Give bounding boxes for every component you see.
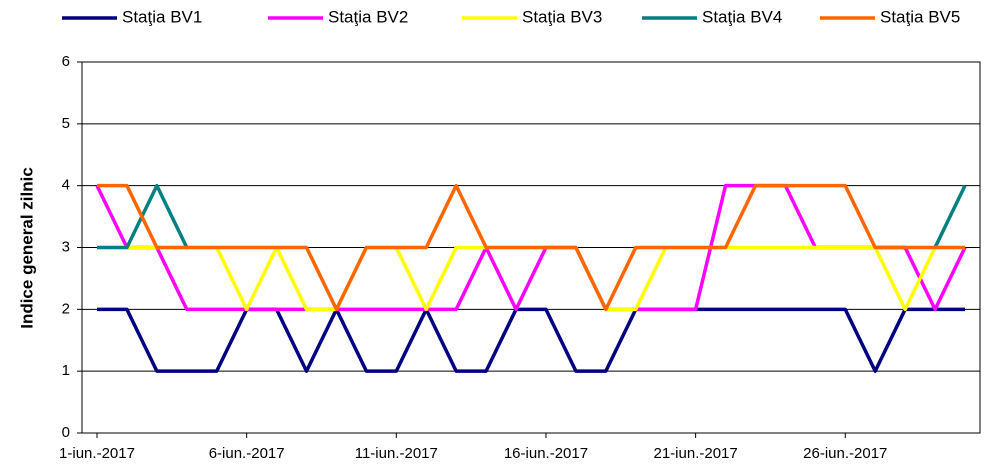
legend-label: Staţia BV4: [702, 7, 782, 26]
y-axis-label: Indice general zilnic: [17, 167, 36, 329]
plot-border: [81, 61, 981, 434]
legend-label: Staţia BV1: [122, 7, 202, 26]
x-tick-label: 21-iun.-2017: [654, 445, 738, 462]
legend-label: Staţia BV3: [522, 7, 602, 26]
y-tick-label: 1: [62, 362, 70, 379]
x-tick-label: 11-iun.-2017: [355, 445, 438, 462]
x-tick-label: 16-iun.-2017: [504, 445, 588, 462]
series-line: [97, 183, 965, 312]
series-line: [97, 307, 965, 373]
y-tick-label: 2: [62, 300, 70, 317]
y-tick-label: 4: [62, 177, 70, 194]
x-tick-label: 6-iun.-2017: [209, 445, 285, 462]
series-line: [933, 184, 967, 249]
x-tick-label: 26-iun.-2017: [803, 445, 887, 462]
y-tick-label: 6: [62, 53, 70, 70]
y-tick-label: 5: [62, 115, 70, 132]
y-tick-label: 3: [62, 238, 70, 255]
legend-label: Staţia BV2: [328, 7, 408, 26]
x-tick-label: 1-iun.-2017: [59, 445, 135, 462]
y-tick-label: 0: [62, 424, 70, 441]
legend-label: Staţia BV5: [880, 7, 960, 26]
